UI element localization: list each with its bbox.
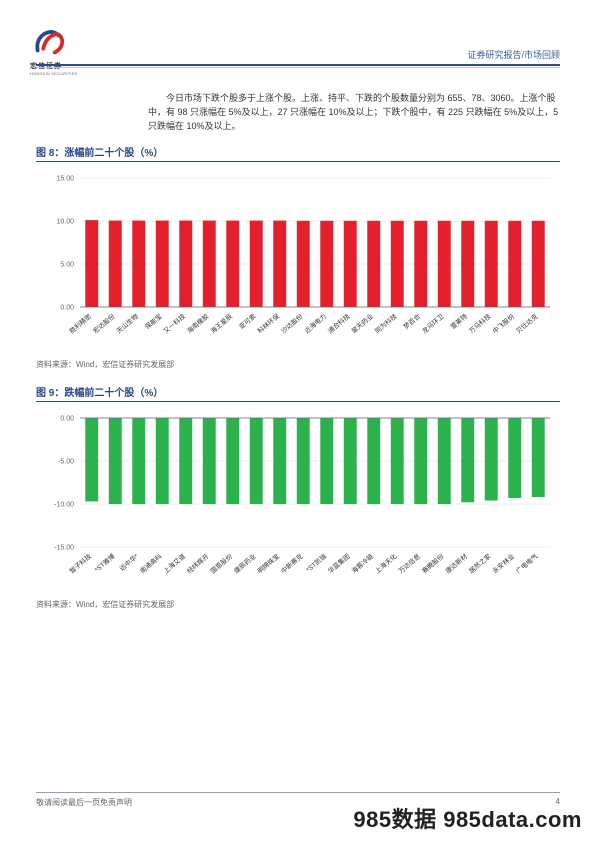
svg-text:*ST凯瑞: *ST凯瑞 bbox=[304, 551, 328, 574]
svg-text:龙马环卫: 龙马环卫 bbox=[420, 311, 446, 335]
logo-text: 宏信证券 bbox=[30, 61, 77, 71]
page: 宏信证券 HONGXIN SECURITIES 证券研究报告/市场回顾 今日市场… bbox=[0, 0, 596, 842]
figure-8-title: 图 8：涨幅前二十个股（%） bbox=[36, 144, 560, 162]
svg-text:*ST雅博: *ST雅博 bbox=[92, 551, 116, 574]
svg-text:居然之家: 居然之家 bbox=[467, 551, 493, 575]
figure-9-chart: -15.00-10.00-5.000.00智子科技*ST雅博远中华*南通高科上海… bbox=[36, 408, 560, 593]
company-logo: 宏信证券 HONGXIN SECURITIES bbox=[30, 22, 77, 76]
svg-text:海王星辰: 海王星辰 bbox=[208, 311, 234, 335]
watermark-b: 985data.com bbox=[443, 807, 582, 832]
figure-8-source: 资料来源：Wind，宏信证券研究发展部 bbox=[36, 359, 560, 370]
svg-text:上海艾道: 上海艾道 bbox=[161, 551, 187, 575]
svg-text:万马科技: 万马科技 bbox=[467, 311, 493, 335]
svg-text:-10.00: -10.00 bbox=[54, 501, 74, 508]
svg-text:5.00: 5.00 bbox=[60, 261, 74, 268]
svg-text:15.00: 15.00 bbox=[56, 175, 74, 182]
svg-text:通合科技: 通合科技 bbox=[326, 311, 352, 335]
svg-text:贝仕达克: 贝仕达克 bbox=[514, 311, 540, 335]
svg-text:-15.00: -15.00 bbox=[54, 544, 74, 551]
svg-text:天山生物: 天山生物 bbox=[114, 311, 140, 335]
svg-text:翠天药业: 翠天药业 bbox=[349, 311, 375, 335]
svg-text:中飞股份: 中飞股份 bbox=[490, 311, 516, 335]
svg-text:国恩股份: 国恩股份 bbox=[208, 551, 234, 575]
svg-text:0.00: 0.00 bbox=[60, 304, 74, 311]
header-rule bbox=[36, 64, 560, 66]
disclaimer-text: 敬请阅读最后一页免责声明 bbox=[36, 797, 132, 808]
watermark: 985数据 985data.com bbox=[353, 802, 582, 834]
header-category: 证券研究报告/市场回顾 bbox=[467, 48, 560, 61]
svg-text:经纬辉开: 经纬辉开 bbox=[185, 551, 211, 575]
svg-text:上海天化: 上海天化 bbox=[373, 551, 399, 575]
svg-text:-5.00: -5.00 bbox=[58, 458, 74, 465]
svg-text:同为科技: 同为科技 bbox=[373, 311, 399, 335]
svg-text:万达信息: 万达信息 bbox=[396, 551, 422, 575]
svg-text:10.00: 10.00 bbox=[56, 218, 74, 225]
svg-text:宏达股份: 宏达股份 bbox=[91, 311, 117, 335]
figure-9-title: 图 9：跌幅前二十个股（%） bbox=[36, 384, 560, 402]
svg-text:远中华*: 远中华* bbox=[117, 551, 140, 572]
svg-text:雪莱特: 雪莱特 bbox=[448, 311, 469, 331]
svg-text:亚可索: 亚可索 bbox=[237, 311, 258, 331]
svg-text:康达新材: 康达新材 bbox=[443, 551, 469, 575]
svg-text:广电电气: 广电电气 bbox=[514, 551, 540, 575]
svg-text:近海电力: 近海电力 bbox=[302, 311, 328, 335]
svg-text:梦百合: 梦百合 bbox=[401, 311, 422, 331]
logo-subtext: HONGXIN SECURITIES bbox=[30, 71, 77, 76]
svg-text:0.00: 0.00 bbox=[60, 415, 74, 422]
watermark-a: 985数据 bbox=[353, 807, 443, 832]
svg-text:科林环保: 科林环保 bbox=[255, 311, 281, 335]
svg-text:智子科技: 智子科技 bbox=[67, 551, 93, 575]
svg-text:永安林业: 永安林业 bbox=[490, 551, 516, 575]
svg-text:康辰药业: 康辰药业 bbox=[232, 551, 258, 575]
summary-paragraph: 今日市场下跌个股多于上涨个股。上涨、持平、下跌的个股数量分别为 655、78、3… bbox=[148, 92, 560, 134]
figure-8: 图 8：涨幅前二十个股（%） 0.00 5.00 10.00 15.00 胜利精密宏达股… bbox=[36, 144, 560, 370]
svg-text:明牌珠宝: 明牌珠宝 bbox=[255, 551, 281, 575]
svg-text:又一科技: 又一科技 bbox=[161, 311, 187, 335]
svg-text:华蓝集团: 华蓝集团 bbox=[326, 551, 352, 575]
figure-8-chart: 0.00 5.00 10.00 15.00 胜利精密宏达股份天山生物保能宝又一科技海南橡… bbox=[36, 168, 560, 353]
figure-9-source: 资料来源：Wind，宏信证券研究发展部 bbox=[36, 599, 560, 610]
svg-text:胜利精密: 胜利精密 bbox=[67, 311, 93, 335]
figure-9: 图 9：跌幅前二十个股（%） -15.00 -10.00 -5.00 0.00 智子科技… bbox=[36, 384, 560, 610]
svg-text:中新赛克: 中新赛克 bbox=[279, 551, 305, 575]
logo-mark-icon bbox=[30, 22, 68, 60]
svg-text:保能宝: 保能宝 bbox=[143, 311, 164, 331]
svg-text:海南橡胶: 海南橡胶 bbox=[185, 311, 211, 335]
page-header: 宏信证券 HONGXIN SECURITIES 证券研究报告/市场回顾 bbox=[36, 28, 560, 68]
svg-text:海蓉冷链: 海蓉冷链 bbox=[349, 551, 375, 575]
svg-text:沙达股份: 沙达股份 bbox=[279, 311, 305, 335]
svg-text:赛腾股份: 赛腾股份 bbox=[420, 551, 446, 575]
svg-text:南通高科: 南通高科 bbox=[138, 551, 164, 575]
